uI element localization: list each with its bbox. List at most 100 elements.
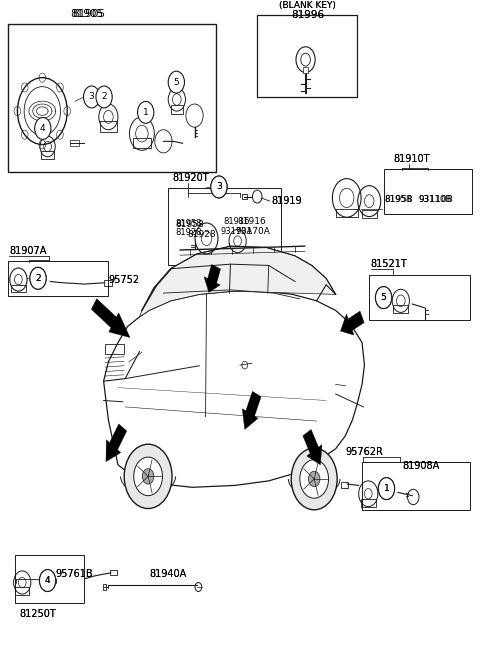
Text: 81940A: 81940A xyxy=(149,569,186,579)
Text: 81521T: 81521T xyxy=(371,259,408,269)
Bar xyxy=(100,121,117,132)
Polygon shape xyxy=(204,265,220,293)
Bar xyxy=(360,499,376,507)
Text: 3: 3 xyxy=(216,183,222,192)
Circle shape xyxy=(300,460,328,498)
Bar xyxy=(103,584,107,589)
Circle shape xyxy=(309,471,320,486)
Bar xyxy=(384,169,472,214)
Text: 95762R: 95762R xyxy=(345,447,383,457)
Bar xyxy=(70,140,79,147)
Text: 81916: 81916 xyxy=(223,217,250,226)
Circle shape xyxy=(30,267,46,289)
Circle shape xyxy=(39,570,56,591)
Circle shape xyxy=(375,287,392,308)
Text: (BLANK KEY): (BLANK KEY) xyxy=(279,1,336,10)
Text: 93170A: 93170A xyxy=(235,228,270,237)
Text: 81958: 81958 xyxy=(175,219,202,228)
Circle shape xyxy=(134,457,162,496)
Circle shape xyxy=(378,478,395,499)
Circle shape xyxy=(30,267,46,289)
Text: 81250T: 81250T xyxy=(20,609,57,619)
Bar xyxy=(41,151,54,158)
Text: 81958: 81958 xyxy=(384,195,412,203)
Text: 1: 1 xyxy=(143,108,149,117)
Bar xyxy=(362,462,470,510)
Text: 95752: 95752 xyxy=(108,275,140,285)
Bar xyxy=(393,305,408,313)
Bar xyxy=(15,587,29,595)
Text: 81908A: 81908A xyxy=(403,461,440,471)
Text: 3: 3 xyxy=(89,93,95,102)
Circle shape xyxy=(138,102,154,123)
Text: 81907A: 81907A xyxy=(9,246,47,256)
Circle shape xyxy=(35,117,51,140)
Text: 81521T: 81521T xyxy=(371,259,408,269)
Bar xyxy=(8,24,216,172)
Text: 2: 2 xyxy=(35,274,41,283)
Polygon shape xyxy=(303,430,322,465)
Bar xyxy=(369,275,470,320)
Text: 81996: 81996 xyxy=(291,10,324,20)
Text: 93170A: 93170A xyxy=(221,227,253,236)
Circle shape xyxy=(378,478,395,499)
Text: 81920T: 81920T xyxy=(172,173,209,183)
Text: 81910T: 81910T xyxy=(393,154,430,164)
Text: 81958: 81958 xyxy=(384,195,413,203)
Circle shape xyxy=(375,287,392,308)
Bar xyxy=(8,261,108,296)
Text: (BLANK KEY): (BLANK KEY) xyxy=(279,1,336,10)
Text: 5: 5 xyxy=(173,78,179,87)
Text: 3: 3 xyxy=(216,183,222,192)
Text: 81940A: 81940A xyxy=(149,569,186,579)
Text: 95761B: 95761B xyxy=(56,569,93,579)
Text: 4: 4 xyxy=(40,124,46,133)
Polygon shape xyxy=(91,299,130,338)
Text: 81928: 81928 xyxy=(187,230,216,239)
Circle shape xyxy=(291,448,337,510)
Circle shape xyxy=(39,570,56,591)
Polygon shape xyxy=(242,391,261,430)
Text: 81919: 81919 xyxy=(271,196,302,206)
Text: 81905: 81905 xyxy=(71,9,103,19)
Text: 2: 2 xyxy=(35,274,41,283)
Text: 1: 1 xyxy=(384,484,389,493)
Circle shape xyxy=(211,176,227,198)
Bar xyxy=(170,106,183,113)
Bar xyxy=(303,67,308,72)
Text: 95761B: 95761B xyxy=(56,569,93,579)
Text: 81919: 81919 xyxy=(271,196,302,206)
Text: 81910T: 81910T xyxy=(393,154,430,164)
Bar xyxy=(110,570,117,576)
Bar xyxy=(340,482,348,488)
Bar xyxy=(104,280,112,286)
Text: 81928: 81928 xyxy=(175,228,202,237)
Bar xyxy=(361,210,377,218)
Bar xyxy=(133,138,151,148)
Text: 95762R: 95762R xyxy=(345,447,383,457)
Text: 4: 4 xyxy=(45,576,50,585)
Circle shape xyxy=(124,444,172,509)
Text: 4: 4 xyxy=(45,576,50,585)
Circle shape xyxy=(84,86,100,108)
Text: 93110B: 93110B xyxy=(418,195,453,203)
Text: 81908A: 81908A xyxy=(403,461,440,471)
Text: 81920T: 81920T xyxy=(172,173,209,183)
Text: 95752: 95752 xyxy=(108,275,140,285)
Text: 93110B: 93110B xyxy=(419,195,452,203)
Text: 81958: 81958 xyxy=(175,220,204,230)
Text: 2: 2 xyxy=(101,93,107,102)
Polygon shape xyxy=(340,311,364,335)
Text: 81996: 81996 xyxy=(291,10,324,20)
Circle shape xyxy=(211,176,227,198)
Polygon shape xyxy=(104,291,364,487)
Circle shape xyxy=(168,71,184,93)
Bar xyxy=(242,194,247,200)
Circle shape xyxy=(96,86,112,108)
Text: 5: 5 xyxy=(381,293,386,302)
Text: 81916: 81916 xyxy=(238,217,266,226)
Bar xyxy=(11,285,25,293)
Polygon shape xyxy=(140,246,336,317)
Text: 81250T: 81250T xyxy=(20,609,57,619)
Text: 1: 1 xyxy=(384,484,389,493)
